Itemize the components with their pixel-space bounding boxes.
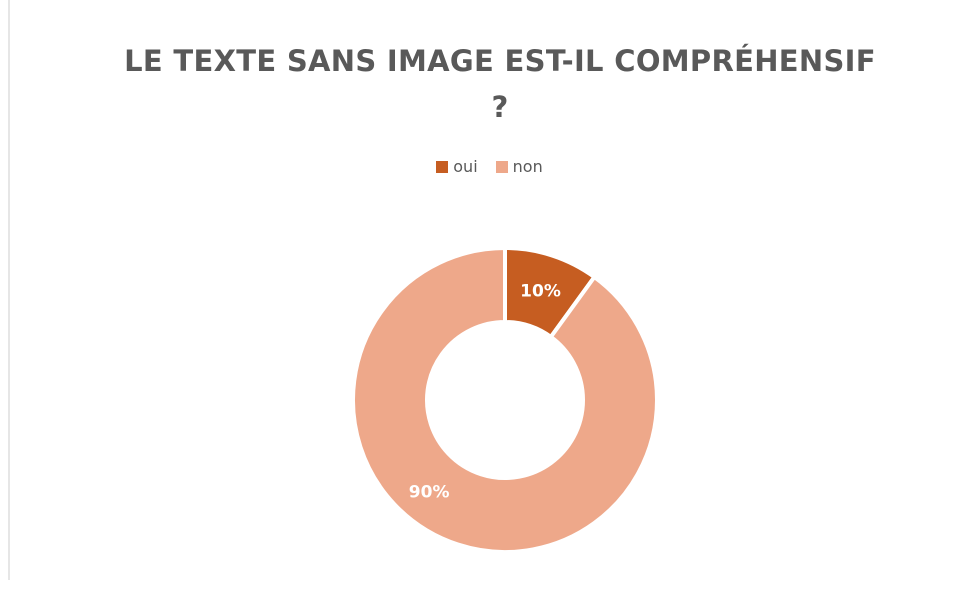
legend-label-non: non (512, 157, 543, 176)
data-label-non: 90% (409, 483, 450, 503)
legend-label-oui: oui (453, 157, 478, 176)
chart-title-line-2: ? (491, 90, 509, 124)
legend-swatch-oui (436, 160, 449, 173)
donut-slice-non (351, 245, 659, 554)
chart-legend: oui non (0, 157, 979, 176)
chart-title-line-1: LE TEXTE SANS IMAGE EST-IL COMPRÉHENSIF (124, 44, 876, 78)
data-label-oui: 10% (520, 282, 561, 302)
legend-item-non: non (495, 157, 543, 176)
divider (8, 0, 10, 580)
legend-item-oui: oui (436, 157, 478, 176)
chart-title: LE TEXTE SANS IMAGE EST-IL COMPRÉHENSIF … (60, 38, 940, 130)
legend-swatch-non (495, 160, 508, 173)
